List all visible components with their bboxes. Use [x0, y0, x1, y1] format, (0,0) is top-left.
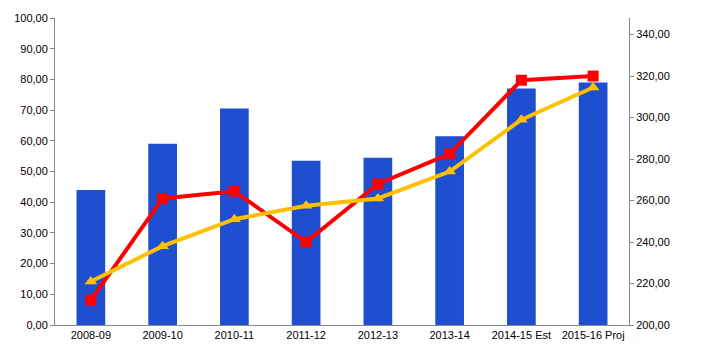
svg-text:220,00: 220,00 — [636, 277, 670, 289]
svg-text:60,00: 60,00 — [20, 135, 48, 147]
svg-text:200,00: 200,00 — [636, 319, 670, 331]
svg-text:30,00: 30,00 — [20, 227, 48, 239]
svg-text:70,00: 70,00 — [20, 104, 48, 116]
svg-text:90,00: 90,00 — [20, 43, 48, 55]
svg-text:20,00: 20,00 — [20, 257, 48, 269]
svg-text:2015-16 Proj: 2015-16 Proj — [562, 329, 625, 341]
svg-text:240,00: 240,00 — [636, 236, 670, 248]
svg-text:40,00: 40,00 — [20, 196, 48, 208]
svg-text:2010-11: 2010-11 — [215, 329, 255, 341]
svg-text:2011-12: 2011-12 — [286, 329, 326, 341]
svg-text:2008-09: 2008-09 — [71, 329, 111, 341]
svg-text:300,00: 300,00 — [636, 111, 670, 123]
svg-text:260,00: 260,00 — [636, 194, 670, 206]
svg-text:2014-15 Est: 2014-15 Est — [492, 329, 551, 341]
svg-text:2012-13: 2012-13 — [358, 329, 398, 341]
svg-text:80,00: 80,00 — [20, 73, 48, 85]
svg-text:100,00: 100,00 — [14, 12, 48, 24]
svg-text:10,00: 10,00 — [20, 288, 48, 300]
svg-text:50,00: 50,00 — [20, 165, 48, 177]
svg-text:340,00: 340,00 — [636, 28, 670, 40]
svg-text:2013-14: 2013-14 — [429, 329, 469, 341]
svg-text:320,00: 320,00 — [636, 70, 670, 82]
svg-text:280,00: 280,00 — [636, 153, 670, 165]
svg-text:2009-10: 2009-10 — [142, 329, 182, 341]
svg-text:0,00: 0,00 — [26, 319, 47, 331]
